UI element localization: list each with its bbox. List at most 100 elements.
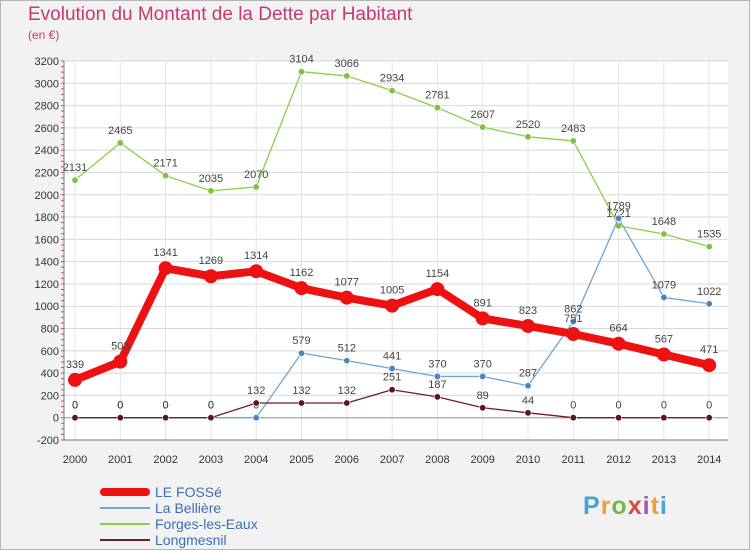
y-tick-label: 800 [41, 324, 59, 336]
x-tick-label: 2013 [652, 454, 676, 466]
y-tick-label: 600 [41, 346, 59, 358]
data-point-la-belli-re [388, 365, 396, 373]
logo-letter: o [611, 492, 628, 520]
data-label-forges-les-eaux: 2483 [561, 123, 585, 135]
data-label-le-foss-: 1162 [290, 267, 314, 279]
x-tick-label: 2007 [380, 454, 404, 466]
data-label-le-foss-: 664 [609, 323, 627, 335]
data-point-la-belli-re [660, 293, 668, 301]
data-label-longmesnil: 0 [706, 400, 712, 412]
y-tick-label: 0 [53, 413, 59, 425]
data-label-longmesnil: 132 [338, 385, 356, 397]
data-point-le-foss- [294, 281, 309, 296]
data-point-longmesnil [615, 414, 623, 422]
y-tick-label: 3000 [35, 78, 59, 90]
data-point-la-belli-re [479, 372, 487, 380]
data-label-la-belli-re: 1079 [652, 279, 676, 291]
data-label-longmesnil: 0 [616, 400, 622, 412]
y-tick-label: 2400 [35, 145, 59, 157]
legend-swatch-la-belliere [100, 507, 150, 509]
proxiti-logo: Proxiti [583, 492, 668, 521]
data-label-longmesnil: 0 [72, 400, 78, 412]
chart-legend: LE FOSSé La Bellière Forges-les-Eaux Lon… [100, 484, 340, 548]
data-label-le-foss-: 471 [700, 344, 718, 356]
data-label-forges-les-eaux: 2465 [108, 125, 132, 137]
x-tick-label: 2012 [606, 454, 630, 466]
data-point-longmesnil [388, 386, 396, 394]
data-label-le-foss-: 339 [66, 359, 84, 371]
x-tick-label: 2005 [289, 454, 313, 466]
logo-letter: P [583, 492, 601, 520]
logo-letter: t [650, 492, 660, 520]
data-label-longmesnil: 0 [570, 400, 576, 412]
legend-swatch-longmesnil [100, 539, 150, 541]
legend-label-la-belliere: La Bellière [155, 500, 222, 516]
data-label-forges-les-eaux: 2781 [425, 90, 449, 102]
data-point-longmesnil [252, 399, 260, 407]
legend-item-forges-les-eaux: Forges-les-Eaux [100, 516, 340, 532]
data-point-la-belli-re [524, 382, 532, 390]
data-label-longmesnil: 0 [661, 400, 667, 412]
y-tick-label: 200 [41, 390, 59, 402]
y-tick-label: 3200 [35, 56, 59, 68]
data-label-forges-les-eaux: 3104 [289, 54, 313, 66]
data-point-le-foss- [521, 318, 535, 333]
logo-letter: x [627, 492, 643, 520]
x-tick-label: 2008 [425, 454, 449, 466]
y-tick-label: 1200 [35, 279, 59, 291]
data-point-forges-les-eaux [343, 72, 351, 80]
data-label-forges-les-eaux: 2035 [199, 173, 223, 185]
data-point-longmesnil [660, 414, 668, 422]
data-point-longmesnil [524, 409, 532, 417]
data-point-la-belli-re [705, 300, 713, 308]
data-point-longmesnil [207, 414, 215, 422]
y-tick-label: 1600 [35, 234, 59, 246]
data-label-forges-les-eaux: 2934 [380, 73, 404, 85]
logo-letter: i [642, 492, 651, 520]
data-label-longmesnil: 132 [247, 385, 265, 397]
data-point-le-foss- [656, 347, 671, 362]
data-label-la-belli-re: 370 [428, 358, 446, 370]
data-point-forges-les-eaux [660, 230, 668, 238]
x-tick-label: 2003 [199, 454, 223, 466]
data-label-forges-les-eaux: 1648 [652, 216, 676, 228]
data-label-le-foss-: 1314 [244, 250, 268, 262]
y-tick-label: 1000 [35, 301, 59, 313]
x-tick-label: 2011 [561, 454, 585, 466]
legend-swatch-le-fosse [100, 488, 150, 496]
x-tick-label: 2002 [153, 454, 177, 466]
x-tick-label: 2004 [244, 454, 268, 466]
data-label-longmesnil: 0 [117, 400, 123, 412]
data-label-la-belli-re: 370 [474, 358, 492, 370]
data-point-forges-les-eaux [71, 176, 79, 184]
data-label-le-foss-: 891 [474, 297, 492, 309]
data-point-longmesnil [162, 414, 170, 422]
data-point-longmesnil [116, 414, 124, 422]
data-label-forges-les-eaux: 3066 [335, 58, 359, 70]
data-point-longmesnil [297, 399, 305, 407]
legend-label-forges-les-eaux: Forges-les-Eaux [155, 516, 258, 532]
logo-letter: i [659, 492, 668, 520]
data-label-forges-les-eaux: 1535 [697, 229, 721, 241]
data-label-la-belli-re: 862 [564, 304, 582, 316]
x-tick-label: 2014 [697, 454, 721, 466]
data-label-la-belli-re: 0 [117, 400, 123, 412]
data-point-forges-les-eaux [388, 87, 396, 95]
data-label-forges-les-eaux: 2607 [470, 109, 494, 121]
data-point-le-foss- [566, 326, 581, 341]
data-label-le-foss-: 823 [519, 305, 537, 317]
data-point-le-foss- [113, 354, 128, 369]
x-tick-label: 2010 [516, 454, 540, 466]
data-point-le-foss- [68, 372, 82, 387]
data-point-forges-les-eaux [433, 104, 441, 112]
data-label-la-belli-re: 287 [519, 368, 537, 380]
legend-item-longmesnil: Longmesnil [100, 532, 340, 548]
data-point-forges-les-eaux [252, 183, 260, 191]
data-point-le-foss- [203, 269, 218, 284]
data-point-le-foss- [339, 290, 354, 305]
data-point-la-belli-re [252, 414, 260, 422]
data-label-longmesnil: 89 [477, 390, 489, 402]
y-tick-label: 2200 [35, 167, 59, 179]
data-label-la-belli-re: 579 [292, 335, 310, 347]
data-point-la-belli-re [297, 349, 305, 357]
